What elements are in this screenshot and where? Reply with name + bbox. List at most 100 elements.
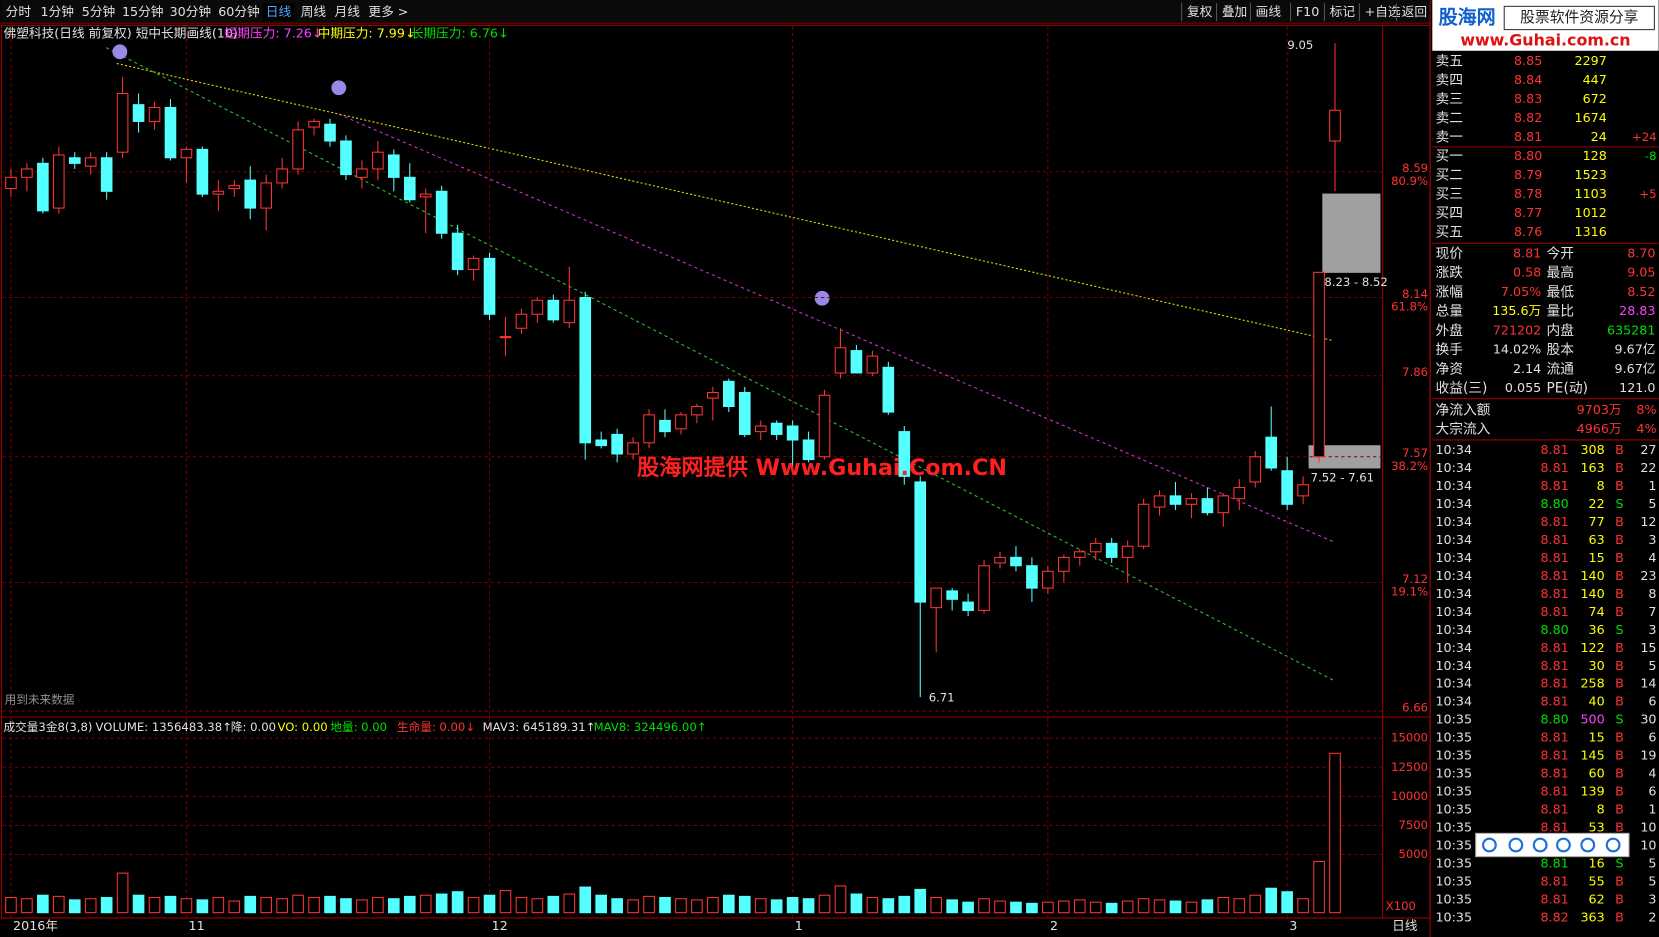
period-tab[interactable]: 1分钟: [41, 4, 74, 19]
tool-button[interactable]: F10: [1296, 4, 1319, 19]
float-icon[interactable]: [1605, 837, 1621, 853]
volume-header: MAV8: 324496.00↑: [594, 720, 707, 734]
book-volume: 2297: [1575, 53, 1607, 68]
volume-bar: [643, 895, 655, 914]
tick-price: 8.81: [1540, 568, 1568, 583]
float-icon[interactable]: [1556, 837, 1571, 853]
period-tab[interactable]: 周线: [301, 4, 327, 19]
candle-body: [946, 590, 958, 600]
tick-count: 3: [1648, 891, 1656, 906]
stat-value: 135.6万: [1492, 303, 1541, 318]
tool-button[interactable]: 复权: [1187, 4, 1213, 19]
y-tick-label: 5000: [1398, 847, 1428, 861]
tick-volume: 163: [1580, 460, 1604, 475]
tick-volume: 53: [1589, 820, 1605, 835]
logo-bg: [1432, 0, 1659, 51]
stat-value: 14.02%: [1493, 342, 1541, 357]
logo-tag-box: [1503, 5, 1655, 31]
tick-volume: 63: [1589, 532, 1605, 547]
float-icon[interactable]: [1482, 837, 1497, 853]
volume-bar: [1201, 899, 1214, 914]
period-tab[interactable]: 月线: [335, 4, 361, 19]
book-price: 8.83: [1514, 91, 1542, 106]
period-tab[interactable]: 分时: [6, 4, 32, 19]
tick-side: B: [1615, 909, 1624, 924]
tick-count: 6: [1648, 784, 1656, 799]
signal-icon: [112, 44, 128, 60]
tool-button[interactable]: 返回: [1402, 4, 1427, 19]
float-icon[interactable]: [1508, 837, 1524, 853]
period-tab[interactable]: 日线: [266, 4, 292, 19]
volume-header: 生命量: 0.00↓: [397, 720, 475, 734]
tick-side: B: [1615, 730, 1624, 745]
flow-value: 9703万: [1577, 402, 1622, 417]
volume-header: VOLUME: 1356483.38↑: [96, 720, 232, 734]
candle-body: [21, 168, 33, 178]
tool-button[interactable]: 画线: [1256, 4, 1282, 19]
volume-bar: [547, 895, 560, 914]
tick-volume: 308: [1580, 442, 1604, 457]
tool-button[interactable]: 标记: [1330, 4, 1356, 19]
x-tick-label: 12: [492, 918, 508, 933]
stat-value: 9.05: [1627, 265, 1655, 280]
tick-side: B: [1615, 568, 1624, 583]
volume-bar: [1281, 891, 1293, 914]
short-pressure: 短期压力: 7.26↓: [225, 25, 323, 40]
period-tab[interactable]: 5分钟: [82, 4, 115, 19]
tick-time: 10:35: [1435, 838, 1472, 853]
volume-bar: [324, 895, 336, 914]
tick-side: B: [1615, 550, 1624, 565]
volume-bar: [786, 897, 799, 914]
tick-volume: 30: [1589, 658, 1605, 673]
tick-price: 8.81: [1540, 532, 1568, 547]
period-tab[interactable]: 30分钟: [170, 4, 212, 19]
candle-body: [1233, 486, 1246, 500]
candle-body: [691, 405, 703, 416]
toolbar-bg: [0, 0, 1431, 24]
stat-label: 涨跌: [1435, 265, 1463, 281]
candle-body: [180, 148, 193, 159]
float-icon[interactable]: [1580, 837, 1596, 853]
stat-label: 现价: [1435, 246, 1463, 262]
tick-time: 10:34: [1435, 550, 1472, 565]
tick-price: 8.81: [1540, 694, 1568, 709]
tick-side: B: [1615, 676, 1624, 691]
book-label: 卖二: [1435, 110, 1462, 126]
tool-button[interactable]: +自选: [1365, 4, 1401, 19]
tool-button[interactable]: 叠加: [1222, 4, 1247, 19]
book-label: 卖五: [1435, 53, 1462, 69]
stat-value: 28.83: [1619, 303, 1655, 318]
volume-header: 成交量3金8(3,8): [4, 720, 93, 734]
signal-icon: [814, 290, 830, 306]
float-icon[interactable]: [1532, 837, 1548, 853]
tick-time: 10:35: [1435, 874, 1472, 889]
tick-time: 10:34: [1435, 658, 1472, 673]
book-price: 8.81: [1514, 129, 1542, 144]
stat-label: 净资: [1435, 361, 1463, 377]
stat-label: 流通: [1547, 361, 1575, 377]
tick-side: B: [1615, 604, 1624, 619]
tick-volume: 140: [1580, 568, 1604, 583]
volume-bar: [579, 886, 592, 914]
stat-label: 涨幅: [1435, 284, 1463, 300]
tick-time: 10:35: [1435, 730, 1472, 745]
period-tab[interactable]: 60分钟: [218, 4, 260, 19]
volume-bar: [659, 897, 671, 914]
volume-bar: [818, 894, 831, 914]
candle-body: [451, 232, 464, 271]
period-tab[interactable]: 15分钟: [122, 4, 164, 19]
candle-body: [643, 414, 655, 444]
volume-bar: [356, 899, 368, 914]
tick-count: 5: [1648, 658, 1656, 673]
candle-body: [675, 414, 687, 430]
zone-label: 8.23 - 8.52: [1324, 275, 1387, 289]
book-price: 8.80: [1514, 148, 1542, 163]
volume-bar: [228, 900, 241, 914]
volume-bar: [260, 897, 273, 914]
flow-label: 大宗流入: [1435, 421, 1490, 437]
period-tab[interactable]: 更多 >: [368, 4, 408, 19]
candle-body: [499, 336, 512, 339]
long-trend-line: [116, 62, 1334, 342]
tick-count: 5: [1648, 496, 1656, 511]
tick-price: 8.81: [1540, 658, 1568, 673]
